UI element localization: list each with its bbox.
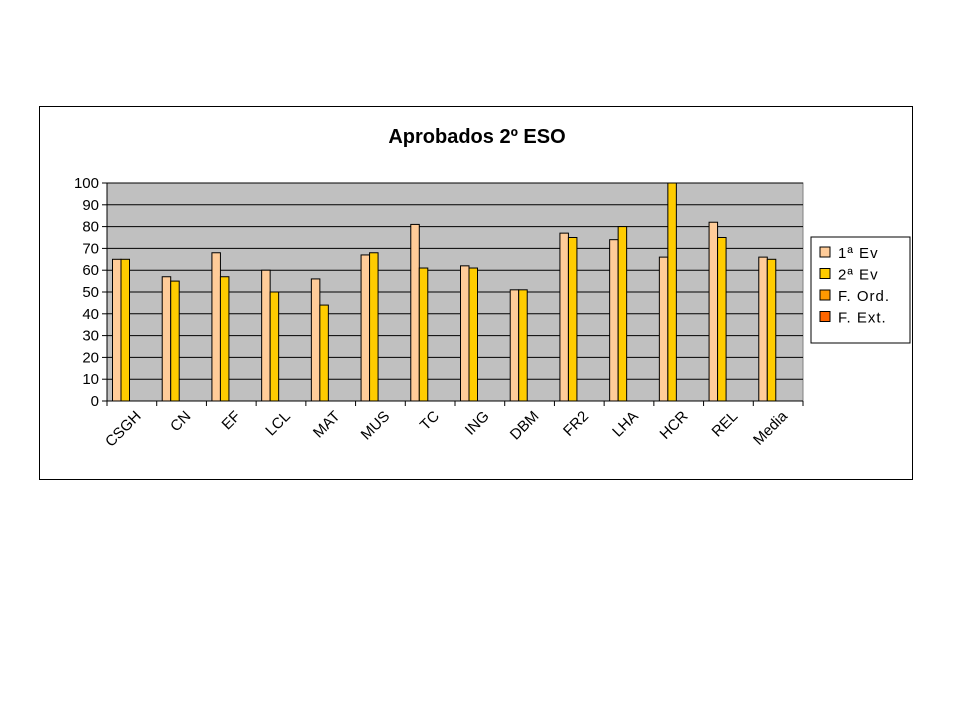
bar-media-2 (766, 258, 777, 402)
x-tick-label: MAT (310, 408, 344, 442)
y-tick-label: 50 (82, 284, 99, 301)
bar-mus-2 (369, 252, 379, 402)
bar-mat-2 (319, 304, 329, 402)
bar-media-1 (758, 256, 768, 402)
bar-lha-2 (617, 226, 628, 402)
x-tick-label: Media (750, 407, 791, 448)
bar-csgh-1 (112, 258, 122, 402)
y-tick-label: 70 (82, 240, 99, 257)
legend-swatch (819, 311, 831, 322)
legend-swatch (819, 246, 831, 258)
y-tick-label: 0 (91, 393, 99, 410)
legend-label: F. Ord. (838, 288, 890, 305)
bar-cn-2 (170, 280, 180, 402)
bar-ef-2 (219, 276, 230, 402)
bar-dbm-1 (509, 289, 520, 402)
bar-cn-1 (161, 276, 172, 402)
y-tick-label: 30 (82, 328, 99, 345)
legend-swatch (819, 289, 831, 301)
y-tick-label: 60 (82, 262, 99, 279)
legend-label: F. Ext. (838, 310, 887, 327)
legend-label: 1ª Ev (838, 245, 879, 262)
bar-fr2-1 (559, 232, 569, 402)
bar-csgh-2 (120, 258, 130, 402)
bar-hcr-2 (667, 182, 677, 402)
y-tick-label: 90 (82, 197, 99, 214)
chart-title: Aprobados 2º ESO (388, 126, 565, 148)
x-tick-label: CSGH (102, 408, 145, 451)
y-tick-label: 40 (82, 306, 99, 323)
plot-area: 0 10 20 30 40 50 60 70 80 90 100 CSGH CN EF LCL MAT MUS T… (74, 175, 804, 451)
bar-hcr-1 (658, 256, 669, 402)
bar-ing-2 (468, 267, 478, 402)
y-tick-label: 20 (82, 349, 99, 366)
bar-lcl-2 (269, 291, 280, 402)
x-tick-label: DBM (507, 408, 543, 444)
legend-swatch (819, 268, 831, 279)
chart-frame: Aprobados 2º ESO 0 10 20 30 40 50 60 70 80 90 100 C… (39, 106, 913, 480)
x-tick-label: REL (709, 408, 742, 441)
bar-mat-1 (310, 278, 321, 402)
x-tick-label: ING (462, 408, 493, 439)
bar-rel-2 (717, 237, 727, 402)
x-tick-label: LCL (262, 408, 293, 439)
x-tick-label: MUS (358, 408, 394, 444)
x-tick-label: FR2 (560, 408, 592, 440)
x-tick-label: CN (167, 408, 194, 435)
y-tick-label: 80 (82, 219, 99, 236)
bar-tc-2 (418, 267, 429, 402)
bar-fr2-2 (567, 237, 578, 402)
bar-lcl-1 (261, 269, 271, 402)
x-tick-label: LHA (609, 408, 642, 441)
x-tick-label: EF (219, 408, 245, 434)
x-tick-label: TC (417, 408, 443, 434)
y-tick-label: 100 (74, 175, 99, 192)
x-tick-label: HCR (657, 408, 692, 443)
bar-ing-1 (460, 265, 470, 402)
bar-mus-1 (360, 254, 371, 402)
bar-rel-1 (708, 221, 719, 402)
bar-ef-1 (211, 252, 221, 402)
bar-tc-1 (410, 223, 420, 402)
legend-label: 2ª Ev (838, 267, 879, 284)
chart-svg: Aprobados 2º ESO 0 10 20 30 40 50 60 70 80 90 100 C… (74, 126, 911, 451)
bar-dbm-2 (518, 289, 528, 402)
y-tick-label: 10 (82, 371, 99, 388)
legend: 1ª Ev 2ª Ev F. Ord. F. Ext. (810, 236, 911, 344)
bar-lha-1 (609, 239, 619, 402)
